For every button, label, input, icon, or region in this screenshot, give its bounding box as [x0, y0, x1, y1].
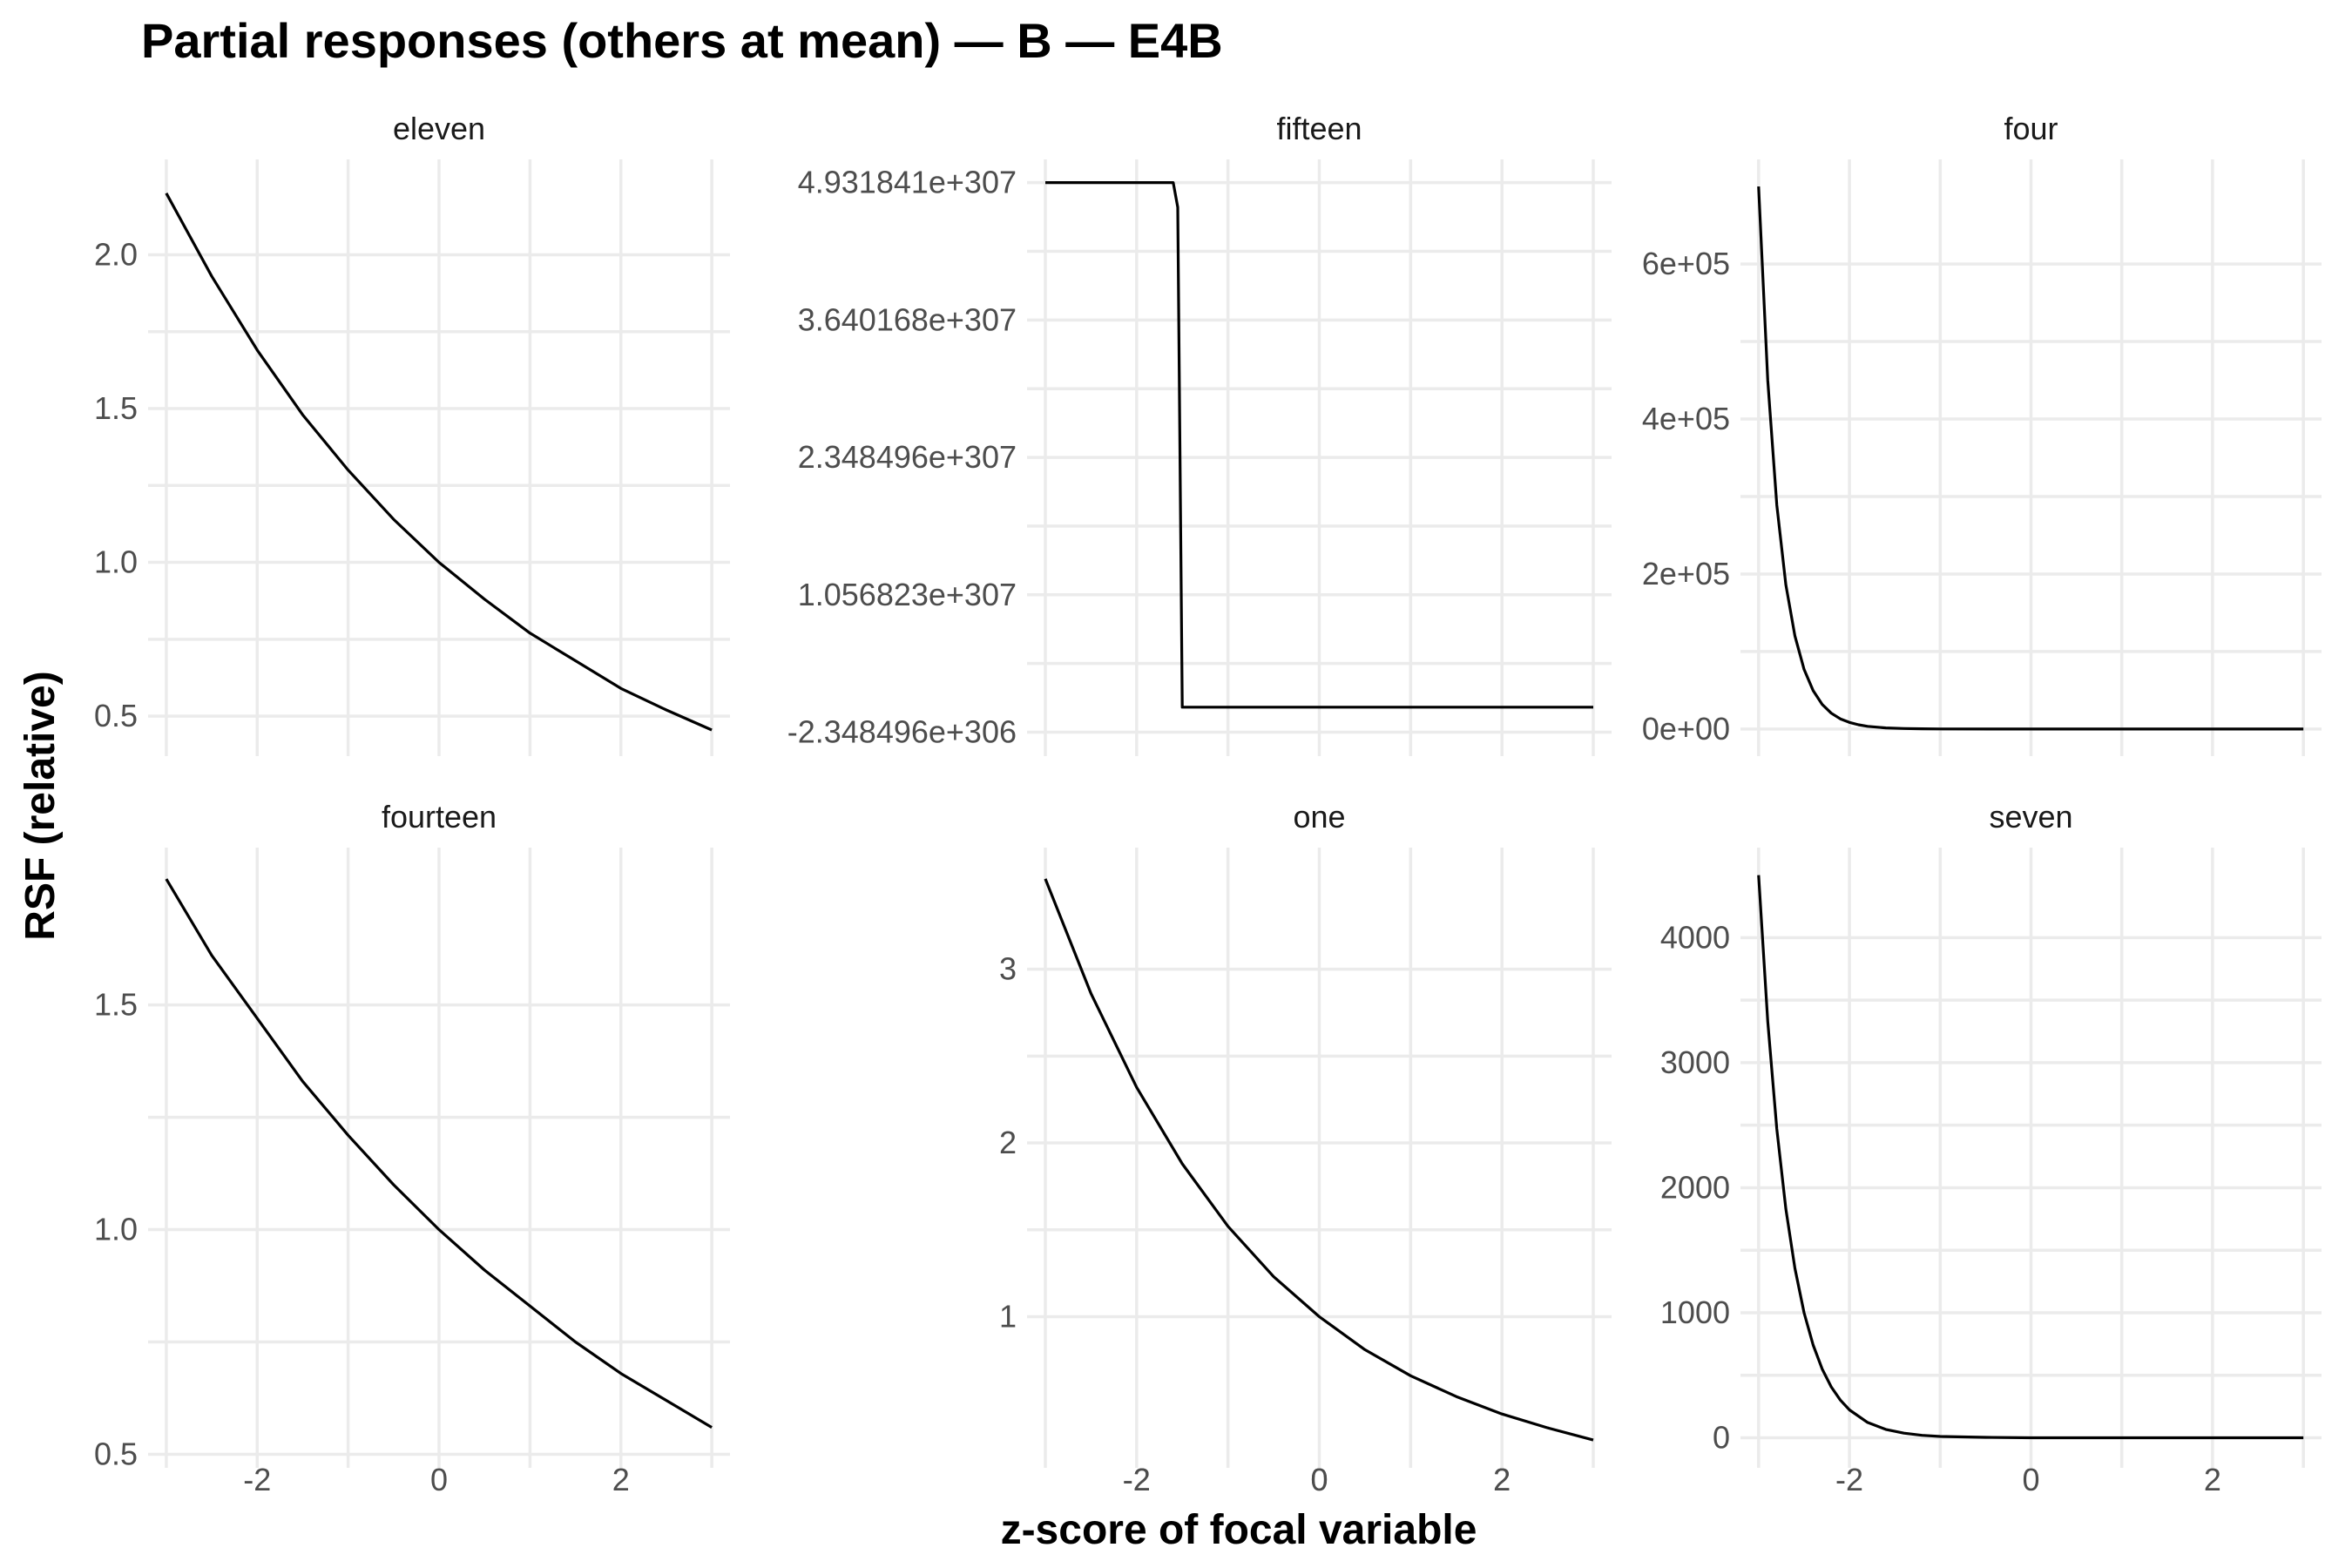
y-tick-label: 2	[999, 1125, 1017, 1160]
panel-strip-label: fourteen	[382, 799, 497, 835]
y-tick-label: 0	[1713, 1420, 1730, 1456]
x-tick-label: 0	[430, 1462, 448, 1497]
chart-title: Partial responses (others at mean) — B —…	[141, 13, 1223, 68]
y-tick-label: -2.348496e+306	[787, 714, 1017, 750]
x-axis-title: z-score of focal variable	[1001, 1507, 1477, 1553]
x-tick-label: 0	[1310, 1462, 1328, 1497]
y-axis-title: RSF (relative)	[17, 671, 64, 940]
y-tick-label: 2e+05	[1642, 556, 1730, 591]
series-line-eleven	[165, 193, 713, 732]
y-tick-label: 3.640168e+307	[798, 301, 1017, 337]
y-tick-label: 1	[999, 1298, 1017, 1334]
panel-seven: seven -2 0 2 0 1000 2000 3000 4000	[1660, 799, 2322, 1497]
panel-strip-label: one	[1293, 799, 1345, 835]
x-tick-label: -2	[1123, 1462, 1151, 1497]
y-tick-label: 1.5	[94, 987, 138, 1023]
panel-fourteen: fourteen -2 0 2 0.5 1.0 1.5	[94, 799, 730, 1497]
x-tick-label: 0	[2022, 1462, 2039, 1497]
y-tick-label: 1.0	[94, 544, 138, 580]
series-line-one	[1044, 878, 1594, 1442]
panel-four: four 0e+00 2e+05 4e+05 6e+05	[1642, 111, 2322, 756]
panel-strip-label: eleven	[393, 111, 485, 146]
y-tick-label: 1.0	[94, 1212, 138, 1247]
x-tick-label: 2	[1493, 1462, 1511, 1497]
series-line-fourteen	[165, 878, 713, 1429]
y-tick-label: 3000	[1660, 1044, 1730, 1080]
y-tick-label: 0e+00	[1642, 711, 1730, 747]
y-tick-label: 4e+05	[1642, 401, 1730, 436]
y-tick-label: 2000	[1660, 1169, 1730, 1205]
panels-group: eleven 0.5 1.0 1.5 2.0 fifteen -2 0 2 -2.348496e+…	[94, 111, 2322, 1497]
panel-strip-label: four	[2004, 111, 2058, 146]
y-tick-label: 1.056823e+307	[798, 577, 1017, 612]
x-tick-label: -2	[1835, 1462, 1863, 1497]
x-tick-label: 2	[2204, 1462, 2221, 1497]
y-tick-label: 1000	[1660, 1294, 1730, 1330]
series-line-fifteen	[1045, 181, 1593, 709]
y-tick-label: 4000	[1660, 919, 1730, 955]
y-tick-label: 0.5	[94, 1436, 138, 1472]
x-tick-label: -2	[243, 1462, 271, 1497]
panel-eleven: eleven 0.5 1.0 1.5 2.0	[94, 111, 730, 756]
y-tick-label: 4.931841e+307	[798, 165, 1017, 200]
panel-fifteen: fifteen -2 0 2 -2.348496e+306 1.056823e+307 2.…	[787, 111, 1612, 1497]
y-tick-label: 2.0	[94, 236, 138, 272]
y-tick-label: 3	[999, 951, 1017, 987]
series-line-four	[1757, 186, 2304, 731]
panel-strip-label: seven	[1989, 799, 2072, 835]
y-tick-label: 0.5	[94, 698, 138, 733]
y-tick-label: 2.348496e+307	[798, 439, 1017, 475]
series-line-seven	[1757, 875, 2304, 1440]
y-tick-label: 6e+05	[1642, 246, 1730, 281]
x-tick-label: 2	[612, 1462, 630, 1497]
x-tick-label: 0	[1310, 1462, 1328, 1497]
panel-one: one -2 0 2 1 2 3	[999, 799, 1612, 1497]
x-tick-label: 2	[1493, 1462, 1511, 1497]
y-tick-label: 1.5	[94, 390, 138, 426]
panel-strip-label: fifteen	[1276, 111, 1362, 146]
